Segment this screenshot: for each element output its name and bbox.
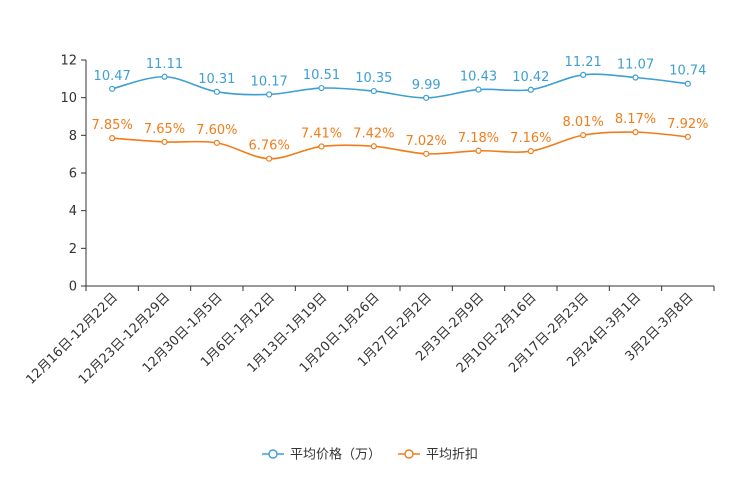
data-label: 10.35 [355, 71, 392, 86]
data-point [109, 135, 116, 142]
y-tick-label: 8 [69, 129, 77, 144]
data-point [213, 139, 220, 146]
data-point [370, 87, 377, 95]
data-point [423, 94, 430, 101]
data-point [632, 74, 639, 81]
data-point [266, 91, 273, 98]
data-point [684, 80, 691, 87]
data-label: 8.01% [563, 115, 604, 130]
y-tick-label: 2 [69, 242, 77, 257]
data-point [161, 73, 168, 80]
data-label: 7.41% [301, 126, 342, 141]
data-point [580, 132, 587, 139]
data-label: 7.02% [406, 134, 447, 149]
data-label: 7.16% [510, 131, 551, 146]
data-point [318, 143, 325, 150]
data-label: 10.31 [198, 72, 235, 87]
data-label: 7.65% [144, 122, 185, 137]
data-point [109, 85, 116, 92]
data-label: 10.51 [303, 68, 340, 83]
data-label: 10.74 [669, 64, 706, 79]
data-label: 7.60% [196, 123, 237, 138]
data-label: 11.11 [146, 57, 183, 72]
data-point [527, 86, 534, 93]
legend-label: 平均价格（万） [290, 447, 381, 463]
data-label: 10.17 [251, 74, 288, 89]
data-point [266, 155, 273, 162]
data-label: 8.17% [615, 112, 656, 127]
data-point [423, 150, 430, 157]
legend-marker-icon [268, 449, 278, 459]
series-average-discount: 7.85% 7.65% 7.60% 6.76% 7.41% 7.42% 7.02% 7.18%… [92, 112, 708, 162]
data-label: 7.18% [458, 131, 499, 146]
data-label: 11.07 [617, 58, 654, 73]
chart-legend[interactable]: 平均价格（万） 平均折扣 [262, 447, 478, 463]
series-line [112, 131, 688, 160]
y-tick-label: 0 [69, 280, 77, 295]
legend-item-average-price[interactable]: 平均价格（万） [262, 447, 381, 463]
data-point [161, 138, 168, 146]
data-label: 10.43 [460, 70, 497, 85]
y-tick-label: 10 [60, 91, 77, 106]
data-label: 7.42% [353, 126, 394, 141]
y-tick-label: 4 [69, 204, 77, 219]
chart-axes: 02468101212月16日-12月22日12月23日-12月29日12月30… [24, 54, 715, 388]
data-point [370, 143, 377, 150]
data-label: 10.42 [512, 70, 549, 85]
y-tick-label: 12 [60, 54, 77, 69]
y-tick-label: 6 [69, 167, 77, 182]
series-line [111, 73, 688, 99]
data-label: 11.21 [565, 55, 602, 70]
data-point [475, 86, 482, 93]
x-tick-label: 12月16日-12月22日 [24, 290, 121, 387]
data-point [684, 133, 691, 140]
legend-marker-icon [404, 449, 414, 459]
legend-item-average-discount[interactable]: 平均折扣 [398, 448, 478, 463]
data-point [318, 84, 325, 92]
data-label: 7.92% [667, 117, 708, 132]
data-label: 6.76% [249, 139, 290, 154]
data-point [475, 147, 482, 154]
x-tick-label: 12月23日-12月29日 [76, 290, 173, 387]
data-label: 10.47 [94, 69, 131, 84]
data-label: 9.99 [412, 78, 441, 93]
data-label: 7.85% [92, 118, 133, 133]
data-point [580, 71, 587, 78]
data-point [527, 148, 534, 155]
legend-label: 平均折扣 [426, 448, 478, 463]
data-point [632, 129, 639, 136]
series-average-price: 10.47 11.11 10.31 10.17 10.51 10.35 9.99 10.43 1… [94, 55, 706, 101]
data-point [213, 88, 220, 95]
chart-series: 10.47 11.11 10.31 10.17 10.51 10.35 9.99 10.43 1… [92, 55, 708, 162]
